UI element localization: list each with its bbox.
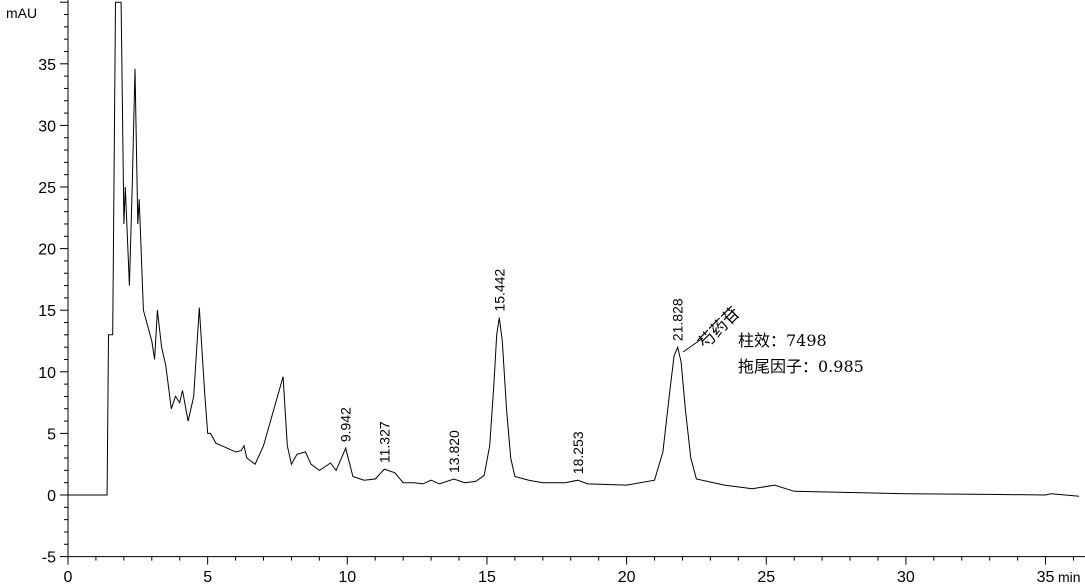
tailing-factor-label: 拖尾因子：0.985 xyxy=(738,357,864,376)
y-tick-label: 15 xyxy=(38,303,56,320)
x-tick-label: 10 xyxy=(338,569,356,586)
y-tick-label: 5 xyxy=(47,426,56,443)
y-tick-label: 35 xyxy=(38,57,56,74)
column-efficiency-label: 柱效：7498 xyxy=(738,331,827,350)
peak-label: 21.828 xyxy=(670,298,686,341)
y-tick-label: 30 xyxy=(38,118,56,135)
peak-label: 13.820 xyxy=(446,430,462,473)
x-unit-label: min xyxy=(1058,569,1081,585)
x-tick-label: 20 xyxy=(618,569,636,586)
y-tick-label: -5 xyxy=(42,550,56,567)
y-unit-label: mAU xyxy=(6,5,37,21)
peak-labels: 9.942 11.327 13.820 15.442 18.253 21.828 xyxy=(338,269,686,475)
compound-leader-line xyxy=(682,337,704,353)
peak-label: 9.942 xyxy=(338,407,354,442)
chromatogram-trace xyxy=(68,1,1080,497)
x-tick-label: 30 xyxy=(897,569,915,586)
y-tick-label: 10 xyxy=(38,365,56,382)
x-tick-label: 35 xyxy=(1037,569,1055,586)
x-tick-label: 5 xyxy=(203,569,212,586)
y-tick-label: 20 xyxy=(38,242,56,259)
peak-label: 15.442 xyxy=(491,269,507,312)
x-tick-label: 25 xyxy=(757,569,775,586)
y-tick-label: 0 xyxy=(47,488,56,505)
axes: -5 0 5 10 15 20 25 30 35 0 5 10 15 20 25 30 35 xyxy=(38,0,1085,586)
x-tick-label: 15 xyxy=(478,569,496,586)
peak-label: 11.327 xyxy=(376,421,392,463)
y-tick-label: 25 xyxy=(38,180,56,197)
x-tick-label: 0 xyxy=(64,569,73,586)
peak-label: 18.253 xyxy=(570,431,586,474)
